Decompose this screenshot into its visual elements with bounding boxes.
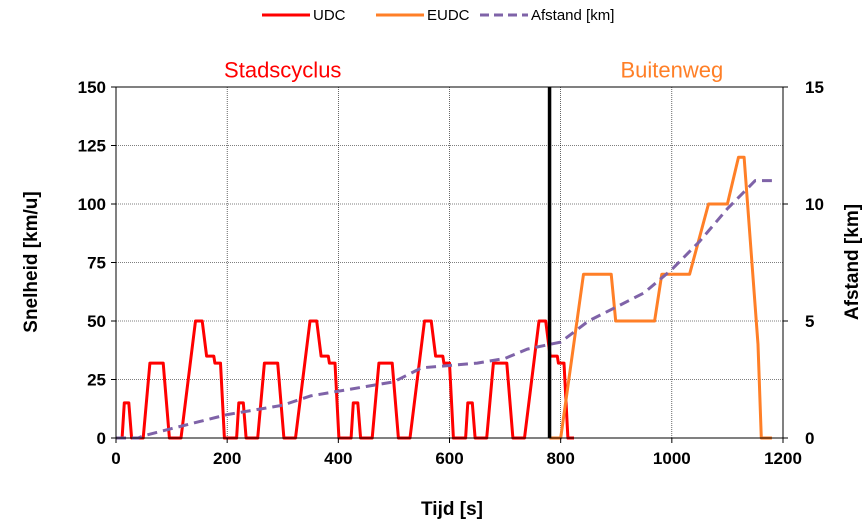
y2-tick-label: 0 [805,429,814,448]
y-tick-label: 0 [97,429,106,448]
annotation-2: Buitenweg [620,57,723,82]
y-tick-label: 75 [87,254,106,273]
y-axis-title: Snelheid [km/u] [21,191,42,332]
y2-tick-label: 5 [805,312,814,331]
ticks-layer: 0 200 400 600 800 1000 12000255075100125150051… [78,78,824,468]
y-tick-label: 50 [87,312,106,331]
x-tick-label: 800 [546,449,574,468]
x-tick-label: 1000 [653,449,691,468]
x-tick-label: 600 [435,449,463,468]
legend-label-1: UDC [313,7,346,24]
annotations: Stadscyclus Buitenweg [224,57,723,82]
y-tick-label: 150 [78,78,106,97]
x-tick-label: 0 [111,449,120,468]
series-line-3 [116,179,772,440]
x-axis-title: Tijd [s] [421,499,483,520]
annotation-1: Stadscyclus [224,57,341,82]
x-tick-label: 1200 [764,449,802,468]
legend-label-2: EUDC [427,7,470,24]
y2-tick-label: 15 [805,78,824,97]
series-line-2 [549,155,772,440]
y2-axis-title: Afstand [km] [842,204,863,320]
legend: UDC EUDC Afstand [km] [262,7,614,24]
x-tick-label: 400 [324,449,352,468]
y-tick-label: 100 [78,195,106,214]
x-tick-label: 200 [213,449,241,468]
legend-label-3: Afstand [km] [531,7,614,24]
axis-layer [111,86,788,443]
y-tick-label: 25 [87,371,106,390]
y-tick-label: 125 [78,137,106,156]
y2-tick-label: 10 [805,195,824,214]
